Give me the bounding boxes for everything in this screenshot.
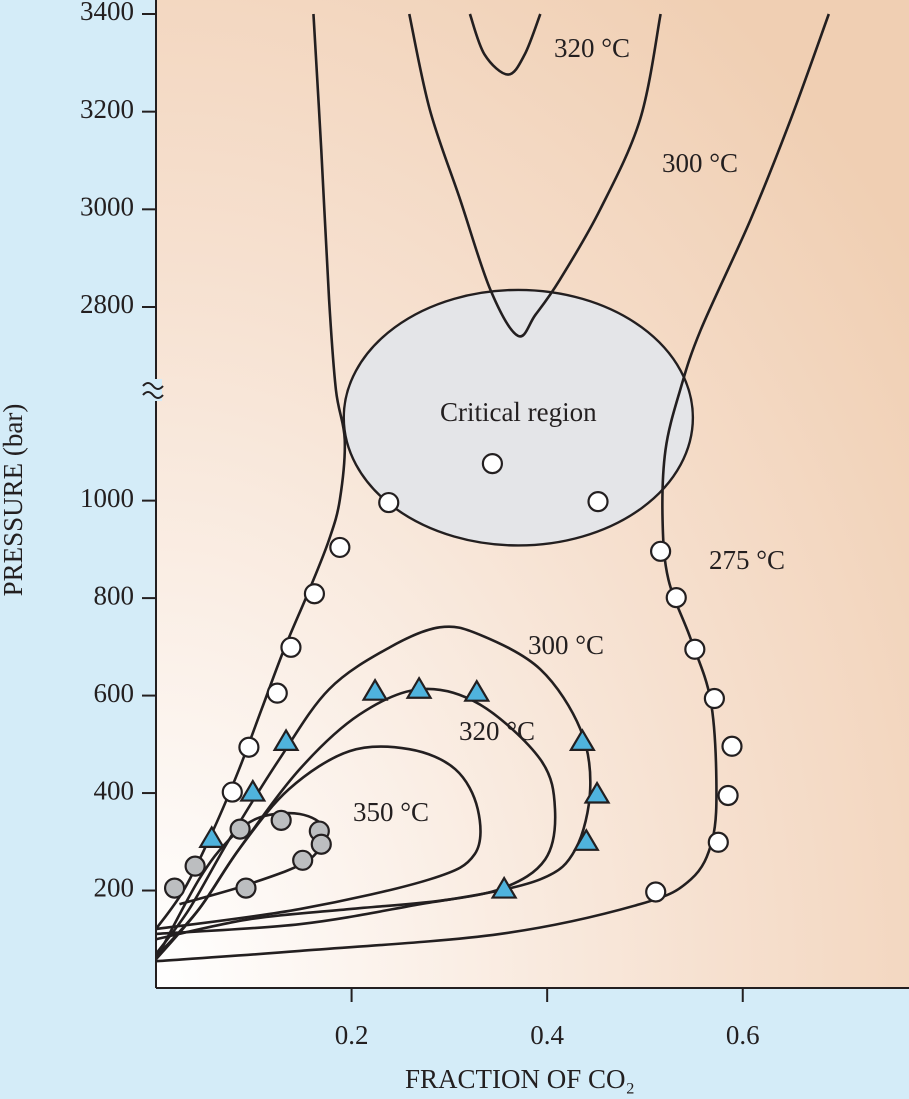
circle-marker	[266, 682, 288, 704]
circle-marker	[481, 452, 504, 475]
circle-marker	[665, 587, 687, 609]
curve-label: 275 °C	[709, 545, 785, 575]
curve-label: 300 °C	[662, 148, 738, 178]
y-tick-label: 3200	[80, 94, 134, 124]
isotherm	[154, 625, 592, 955]
triangle-marker	[198, 825, 226, 848]
circle-marker	[303, 583, 326, 605]
triangle-marker	[405, 676, 433, 699]
circle-marker	[235, 877, 257, 899]
triangle-marker	[361, 678, 389, 701]
curve-label: 350 °C	[353, 797, 429, 827]
axis-break-mark	[142, 382, 164, 399]
critical-region	[342, 288, 695, 547]
circle-marker	[329, 536, 351, 559]
triangle-marker	[572, 828, 600, 851]
circle-marker	[684, 638, 706, 660]
triangle-marker	[239, 778, 267, 802]
circle-marker	[703, 687, 725, 710]
x-tick-label: 0.2	[335, 1020, 369, 1050]
isotherm	[468, 13, 542, 76]
y-axis-label: PRESSURE (bar)	[0, 404, 28, 597]
circle-marker	[229, 818, 251, 840]
triangle-marker	[463, 679, 491, 702]
y-tick-label: 2800	[80, 289, 134, 319]
isotherm	[408, 13, 662, 338]
circle-marker	[717, 784, 739, 807]
curve-label: 320 °C	[459, 716, 535, 746]
y-tick-label: 200	[94, 873, 135, 903]
circle-marker	[163, 877, 186, 899]
y-tick-label: 400	[94, 775, 135, 805]
isotherm	[155, 745, 482, 961]
circle-marker	[645, 881, 667, 903]
x-tick-label: 0.4	[530, 1020, 564, 1050]
plot: Critical region 275 °C 300 °C 320 °C 300 °C 3…	[80, 0, 909, 1050]
y-tick-label: 800	[94, 580, 135, 610]
y-tick-label: 1000	[80, 483, 134, 513]
circle-marker	[270, 809, 292, 831]
y-tick-label: 3400	[80, 0, 134, 26]
y-tick-label: 600	[94, 678, 135, 708]
curve-label: 300 °C	[528, 630, 604, 660]
triangle-marker	[490, 875, 518, 899]
circle-marker	[280, 636, 302, 658]
x-axis-label: FRACTION OF CO₂	[405, 1064, 635, 1094]
circle-marker	[707, 831, 729, 853]
circle-marker	[310, 833, 332, 855]
circle-marker	[221, 781, 243, 803]
circle-marker	[184, 855, 206, 877]
isotherm	[154, 13, 347, 930]
x-tick-label: 0.6	[726, 1020, 760, 1050]
circle-marker	[378, 491, 400, 514]
circle-marker	[587, 491, 609, 513]
triangle-marker	[568, 728, 596, 751]
triangle-marker	[583, 780, 611, 804]
circle-marker	[238, 736, 260, 758]
circle-marker	[292, 849, 314, 871]
y-tick-label: 3000	[80, 192, 134, 222]
circle-marker	[721, 735, 743, 757]
triangle-marker	[272, 728, 300, 751]
region-label: Critical region	[440, 397, 597, 427]
circle-marker	[650, 540, 672, 562]
curve-label: 320 °C	[554, 33, 630, 63]
